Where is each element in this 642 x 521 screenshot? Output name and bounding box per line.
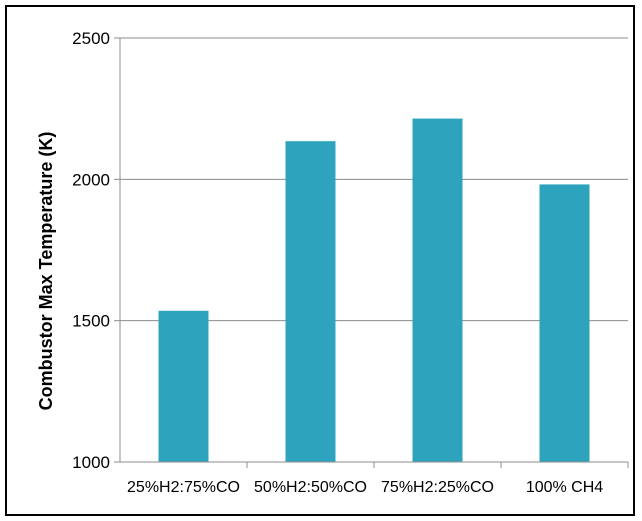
bar <box>412 118 463 462</box>
y-tick-label: 2000 <box>72 170 110 189</box>
bars <box>158 118 590 462</box>
axes <box>119 38 628 463</box>
x-tick-label: 100% CH4 <box>526 479 603 496</box>
x-tick-labels: 25%H2:75%CO 50%H2:50%CO 75%H2:25%CO 100% CH… <box>127 479 603 496</box>
y-tick-label: 2500 <box>72 29 110 48</box>
bar <box>158 310 209 462</box>
y-tick-labels: 1000 1500 2000 2500 <box>72 29 110 472</box>
y-tick-label: 1500 <box>72 312 110 331</box>
bar <box>539 184 590 462</box>
bar <box>285 141 336 462</box>
y-tick-label: 1000 <box>72 453 110 472</box>
x-tick-label: 50%H2:50%CO <box>254 479 367 496</box>
x-tick-label: 75%H2:25%CO <box>381 479 494 496</box>
y-axis-title: Combustor Max Temperature (K) <box>36 132 56 411</box>
x-tick-label: 25%H2:75%CO <box>127 479 240 496</box>
